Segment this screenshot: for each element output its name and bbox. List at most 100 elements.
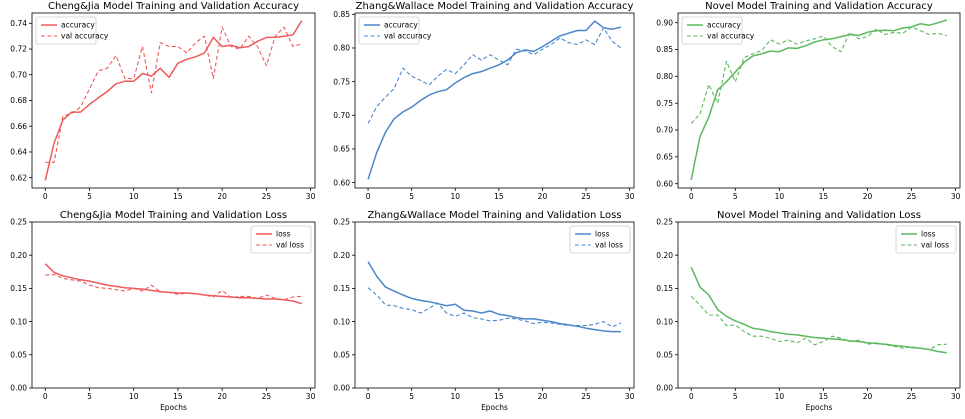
chart-3-x-tick-label: 5 [87, 392, 92, 401]
chart-2-y-tick-label: 0.65 [656, 153, 673, 162]
chart-4-x-tick-label: 15 [494, 392, 504, 401]
chart-0-y-tick-label: 0.68 [10, 96, 27, 105]
chart-3-x-axis-label: Epochs [160, 403, 187, 412]
chart-1-y-tick-label: 0.80 [333, 44, 350, 53]
chart-5-series-line-loss [690, 266, 947, 354]
chart-3-x-tick-label: 15 [173, 392, 183, 401]
chart-4-y-tick-label: 0.15 [333, 284, 350, 293]
chart-5-legend-entry: val loss [921, 241, 949, 250]
chart-3-y-tick-label: 0.10 [10, 317, 27, 326]
chart-5-axes-frame [677, 221, 961, 389]
chart-2-x-tick-label: 5 [733, 192, 738, 201]
chart-1-x-tick-label: 0 [366, 192, 371, 201]
chart-2-legend-box [681, 16, 743, 45]
chart-1-legend-entry: val accuracy [384, 32, 432, 41]
chart-1-axes-frame [354, 12, 635, 189]
chart-0-legend-box [35, 16, 97, 45]
chart-2-x-tick-label: 0 [689, 192, 694, 201]
chart-4-series-line-val-loss [367, 287, 622, 328]
chart-5-title: Novel Model Training and Validation Loss [717, 210, 921, 221]
chart-1-x-tick-label: 20 [538, 192, 548, 201]
chart-2-legend-entry: val accuracy [707, 32, 755, 41]
chart-0-y-tick-label: 0.74 [10, 19, 27, 28]
chart-3-axes-frame [31, 221, 316, 389]
chart-5-y-tick-label: 0.05 [656, 351, 673, 360]
chart-2-y-tick-label: 0.70 [656, 126, 673, 135]
chart-0-x-tick-label: 15 [173, 192, 183, 201]
chart-5-x-tick-label: 0 [689, 392, 694, 401]
chart-4-panel: Zhang&Wallace Model Training and Validat… [333, 210, 634, 412]
chart-2-axes-frame [677, 12, 961, 189]
chart-2-legend: accuracy val accuracy [681, 16, 755, 45]
chart-4-x-tick-label: 30 [625, 392, 635, 401]
chart-4-y-tick-label: 0.10 [333, 317, 350, 326]
chart-5-x-tick-label: 15 [819, 392, 829, 401]
chart-1-legend-box [358, 16, 420, 45]
chart-0-x-tick-label: 0 [43, 192, 48, 201]
chart-4-x-tick-label: 20 [538, 392, 548, 401]
chart-3-series-line-loss [44, 263, 302, 305]
chart-0-y-tick-label: 0.70 [10, 70, 27, 79]
chart-1-x-tick-label: 5 [409, 192, 414, 201]
chart-4-axes-frame [354, 221, 635, 389]
chart-1-title: Zhang&Wallace Model Training and Validat… [356, 1, 634, 12]
chart-5-x-tick-label: 5 [733, 392, 738, 401]
chart-0-x-tick-label: 20 [217, 192, 227, 201]
chart-3-x-tick-label: 10 [129, 392, 139, 401]
chart-2-y-tick-label: 0.85 [656, 45, 673, 54]
chart-0-x-tick-label: 30 [306, 192, 316, 201]
chart-1-series-line-accuracy [367, 20, 622, 180]
chart-3-legend-entry: loss [276, 230, 291, 239]
chart-1-x-tick-label: 10 [450, 192, 460, 201]
chart-2-panel: Novel Model Training and Validation Accu… [656, 1, 960, 201]
chart-4-y-tick-label: 0.05 [333, 351, 350, 360]
chart-4-y-tick-label: 0.20 [333, 251, 350, 260]
chart-3-y-tick-label: 0.00 [10, 384, 27, 393]
chart-1-panel: Zhang&Wallace Model Training and Validat… [333, 1, 634, 201]
chart-0-x-tick-label: 25 [262, 192, 272, 201]
chart-0-y-tick-label: 0.72 [10, 45, 27, 54]
chart-3-panel: Cheng&Jia Model Training and Validation … [10, 210, 315, 412]
chart-0-legend-entry: accuracy [61, 21, 95, 30]
chart-5-x-tick-label: 20 [863, 392, 873, 401]
chart-5-x-tick-label: 25 [907, 392, 917, 401]
chart-1-x-tick-label: 25 [581, 192, 591, 201]
chart-3-x-tick-label: 25 [262, 392, 272, 401]
chart-5-y-tick-label: 0.15 [656, 284, 673, 293]
chart-5-y-tick-label: 0.00 [656, 384, 673, 393]
chart-1-y-tick-label: 0.70 [333, 111, 350, 120]
chart-5-legend: loss val loss [895, 225, 957, 254]
chart-2-legend-entry: accuracy [707, 21, 741, 30]
chart-0-series-line-val-accuracy [45, 26, 302, 163]
chart-0-y-tick-label: 0.64 [10, 148, 27, 157]
chart-0-legend-entry: val accuracy [61, 32, 109, 41]
chart-2-x-tick-label: 20 [863, 192, 873, 201]
chart-4-legend: loss val loss [569, 225, 631, 254]
chart-2-y-tick-label: 0.80 [656, 72, 673, 81]
chart-3-y-tick-label: 0.20 [10, 251, 27, 260]
chart-1-y-tick-label: 0.85 [333, 10, 350, 19]
chart-4-x-tick-label: 0 [366, 392, 371, 401]
chart-0-panel: Cheng&Jia Model Training and Validation … [10, 1, 315, 201]
chart-0-title: Cheng&Jia Model Training and Validation … [48, 1, 299, 12]
chart-5-y-tick-label: 0.20 [656, 251, 673, 260]
chart-3-legend-entry: val loss [276, 241, 304, 250]
chart-3-y-tick-label: 0.05 [10, 351, 27, 360]
chart-4-legend-entry: loss [595, 230, 610, 239]
chart-5-legend-box [895, 225, 957, 254]
chart-4-series-line-loss [367, 261, 621, 333]
chart-4-y-tick-label: 0.00 [333, 384, 350, 393]
chart-5-legend-entry: loss [921, 230, 936, 239]
chart-2-y-tick-label: 0.75 [656, 99, 673, 108]
chart-1-x-tick-label: 15 [494, 192, 504, 201]
chart-4-legend-box [569, 225, 631, 254]
chart-0-series-line-accuracy [44, 20, 303, 181]
chart-4-x-axis-label: Epochs [481, 403, 508, 412]
chart-5-x-tick-label: 30 [951, 392, 961, 401]
chart-5-panel: Novel Model Training and Validation Loss… [656, 210, 960, 412]
chart-2-x-tick-label: 10 [775, 192, 785, 201]
chart-2-x-tick-label: 15 [819, 192, 829, 201]
chart-2-series-line-accuracy [690, 19, 948, 181]
chart-0-y-tick-label: 0.62 [10, 173, 27, 182]
